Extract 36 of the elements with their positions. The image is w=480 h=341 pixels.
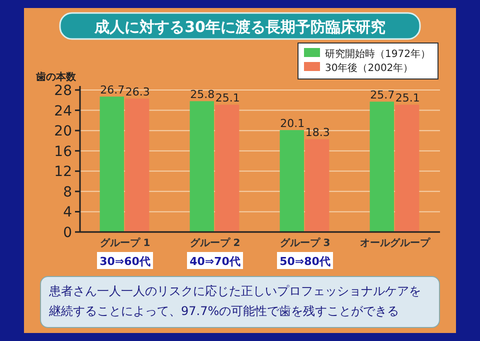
legend-label: 30年後（2002年） bbox=[325, 62, 414, 74]
x-tick-label: グループ 1 bbox=[100, 237, 150, 249]
y-tick-label: 12 bbox=[54, 164, 72, 180]
text: 50⇒80代 bbox=[280, 255, 330, 268]
legend-label: 研究開始時（1972年） bbox=[325, 48, 430, 60]
y-tick-label: 28 bbox=[54, 83, 72, 99]
x-tick-label: グループ 2 bbox=[190, 237, 240, 249]
y-axis-title: 歯の本数 bbox=[35, 71, 77, 83]
y-tick-label: 24 bbox=[54, 103, 72, 120]
bar bbox=[215, 104, 240, 232]
y-tick-label: 4 bbox=[63, 204, 72, 221]
y-tick-label: 16 bbox=[54, 144, 72, 160]
y-tick-label: 8 bbox=[63, 184, 72, 200]
bar bbox=[125, 98, 150, 232]
data-label: 26.3 bbox=[125, 86, 150, 99]
text: 30⇒60代 bbox=[100, 255, 150, 268]
bar bbox=[280, 130, 304, 232]
bar bbox=[305, 139, 330, 232]
bar bbox=[370, 102, 394, 232]
data-label: 18.3 bbox=[305, 126, 330, 140]
text: 40⇒70代 bbox=[190, 255, 240, 268]
chart-title: 成人に対する30年に渡る長期予防臨床研究 bbox=[94, 18, 386, 36]
data-label: 20.1 bbox=[280, 117, 305, 130]
data-label: 26.7 bbox=[100, 84, 125, 97]
data-label: 25.7 bbox=[370, 88, 395, 102]
data-label: 25.1 bbox=[395, 92, 420, 105]
y-tick-label: 20 bbox=[54, 124, 72, 140]
bar bbox=[395, 104, 420, 232]
x-tick-label: グループ 3 bbox=[280, 237, 330, 249]
bar bbox=[100, 96, 124, 232]
x-tick-label: オールグループ bbox=[360, 237, 431, 249]
data-label: 25.1 bbox=[215, 92, 240, 105]
data-label: 25.8 bbox=[190, 88, 215, 102]
text: 患者さん一人一人のリスクに応じた正しいプロフェッショナルケアを継続することによって、97.7%の可能性で歯を残すことができる bbox=[40, 276, 440, 328]
y-tick-label: 0 bbox=[63, 225, 72, 241]
bar bbox=[190, 101, 214, 232]
